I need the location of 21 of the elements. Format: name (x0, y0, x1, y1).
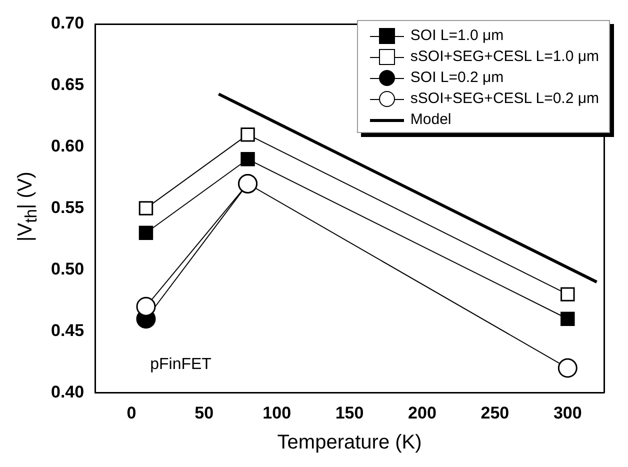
y-tick-label: 0.45 (50, 320, 84, 340)
x-tick-label: 100 (262, 403, 292, 422)
x-axis-title: Temperature (K) (277, 432, 422, 454)
y-tick-label: 0.60 (50, 136, 84, 156)
x-tick-label: 50 (194, 403, 214, 422)
x-tick-label: 250 (480, 403, 510, 422)
y-tick-label: 0.50 (50, 259, 84, 278)
legend-label: Model (410, 111, 452, 128)
x-tick-label: 200 (408, 403, 436, 422)
y-tick-label: 0.70 (50, 14, 84, 33)
legend-label: sSOI+SEG+CESL L=0.2 μm (410, 90, 599, 107)
x-tick-label: 0 (126, 403, 136, 422)
legend-label: SOI L=1.0 μm (410, 27, 504, 44)
y-tick-label: 0.55 (50, 198, 84, 217)
legend-label: SOI L=0.2 μm (410, 69, 504, 86)
legend-label: sSOI+SEG+CESL L=1.0 μm (410, 48, 599, 65)
y-tick-label: 0.65 (50, 75, 84, 94)
annotation: pFinFET (150, 356, 212, 374)
x-tick-label: 300 (553, 403, 582, 422)
x-tick-label: 150 (335, 403, 364, 422)
y-tick-label: 0.40 (50, 382, 84, 402)
